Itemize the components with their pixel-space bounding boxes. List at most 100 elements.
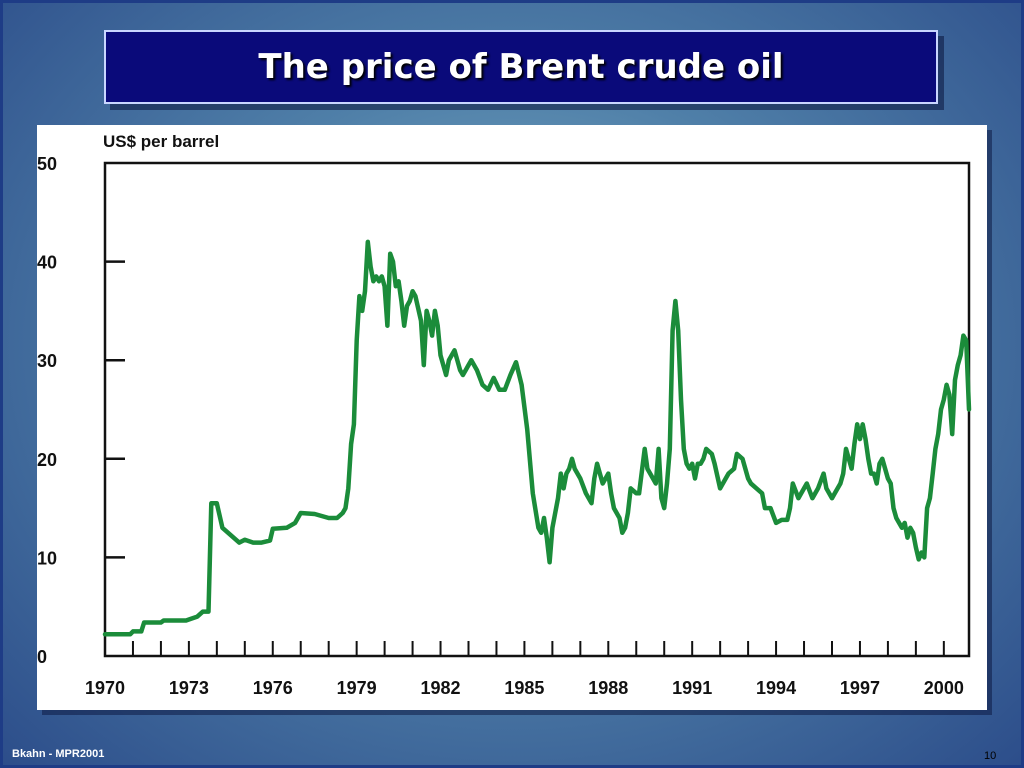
data-point (634, 491, 638, 495)
data-point (886, 477, 890, 481)
data-point (355, 338, 359, 342)
data-point (595, 462, 599, 466)
data-point (433, 309, 437, 313)
data-point (425, 309, 429, 313)
data-point (732, 467, 736, 471)
data-point (741, 457, 745, 461)
data-point (343, 506, 347, 510)
x-tick-label: 1979 (337, 678, 377, 698)
data-point (685, 462, 689, 466)
data-point (875, 481, 879, 485)
data-point (690, 462, 694, 466)
data-point (391, 260, 395, 264)
data-point (844, 447, 848, 451)
data-point (360, 309, 364, 313)
data-point (206, 610, 210, 614)
data-point (461, 373, 465, 377)
data-point (855, 422, 859, 426)
data-point (539, 531, 543, 535)
page-number: 10 (984, 750, 997, 762)
data-point (950, 432, 954, 436)
data-point (866, 457, 870, 461)
data-point (939, 408, 943, 411)
data-point (947, 393, 951, 397)
data-point (964, 338, 968, 342)
data-point (377, 279, 381, 283)
data-point (385, 324, 389, 328)
data-point (366, 240, 370, 244)
data-point (550, 526, 554, 530)
data-point (850, 467, 854, 471)
data-point (816, 486, 820, 490)
data-point (187, 618, 191, 622)
data-point (436, 324, 440, 328)
data-point (346, 486, 350, 490)
data-point (430, 334, 434, 338)
data-point (908, 526, 912, 530)
data-point (665, 481, 669, 485)
data-point (243, 538, 247, 542)
data-point (822, 472, 826, 476)
data-point (204, 610, 208, 614)
y-tick-label: 20 (37, 450, 57, 470)
data-point (374, 274, 378, 278)
data-point (919, 550, 923, 554)
data-point (450, 353, 454, 357)
data-point (285, 526, 289, 530)
data-point (880, 457, 884, 461)
data-point (852, 442, 856, 446)
data-point (760, 491, 764, 495)
data-point (858, 437, 862, 441)
data-point (492, 376, 496, 380)
data-point (961, 334, 965, 338)
data-point (335, 516, 339, 520)
x-tick-label: 2000 (924, 678, 964, 698)
x-tick-label: 1994 (756, 678, 796, 698)
data-point (570, 457, 574, 461)
data-point (838, 481, 842, 485)
data-point (841, 472, 845, 476)
data-point (900, 526, 904, 530)
data-point (590, 501, 594, 505)
data-point (788, 506, 792, 510)
data-point (531, 491, 535, 495)
data-point (679, 398, 683, 402)
data-point (520, 383, 524, 387)
data-point (623, 526, 627, 530)
data-point (419, 319, 423, 323)
data-point (313, 512, 317, 516)
data-point (251, 541, 255, 545)
data-point (735, 452, 739, 456)
data-point (648, 472, 652, 476)
data-point (727, 472, 731, 476)
data-point (352, 422, 356, 426)
data-point (573, 467, 577, 471)
data-point (399, 299, 403, 303)
data-point (931, 472, 935, 476)
data-point (643, 447, 647, 451)
data-point (293, 521, 297, 525)
data-point (475, 368, 479, 372)
data-point (897, 521, 901, 525)
data-point (201, 610, 205, 614)
data-point (514, 360, 518, 364)
data-point (369, 265, 373, 269)
data-point (447, 358, 451, 362)
title-banner: The price of Brent crude oil (104, 30, 938, 104)
data-point (464, 368, 468, 372)
data-point (922, 555, 926, 559)
data-point (668, 447, 672, 451)
data-point (162, 619, 166, 623)
data-point (967, 408, 971, 411)
x-tick-label: 1973 (169, 678, 209, 698)
data-point (637, 491, 641, 495)
data-point (592, 477, 596, 481)
data-point (411, 289, 415, 293)
data-point (271, 527, 275, 531)
data-point (131, 629, 135, 633)
data-point (159, 620, 163, 624)
data-point (718, 486, 722, 490)
data-point (220, 526, 224, 530)
data-point (260, 541, 264, 545)
